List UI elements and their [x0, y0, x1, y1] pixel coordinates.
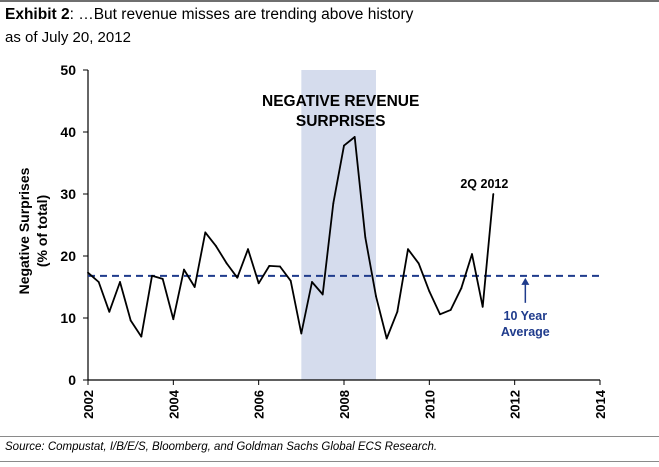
series-point [311, 281, 313, 283]
x-tick-label: 2014 [593, 389, 608, 419]
series-point [193, 286, 196, 288]
x-tick-label: 2002 [81, 390, 96, 419]
series-points [87, 136, 495, 340]
exhibit-title: Exhibit 2: …But revenue misses are trend… [5, 6, 413, 24]
average-annotation: 10 Year Average [501, 277, 550, 339]
series-point [396, 310, 399, 313]
exhibit-title-text: : …But revenue misses are trending above… [69, 6, 414, 23]
series-point [471, 253, 473, 256]
series-point [300, 332, 303, 335]
series-point [289, 279, 292, 282]
axes [83, 69, 601, 385]
series-point [332, 202, 335, 205]
series-point [236, 276, 239, 279]
series-point [140, 335, 143, 338]
y-axis-title-line-1: Negative Surprises [16, 167, 32, 294]
series-point [385, 337, 388, 340]
series-point [460, 287, 463, 290]
series-point [97, 281, 100, 283]
y-tick-label: 30 [60, 186, 76, 202]
series-point [449, 309, 452, 311]
tick-labels: 0 10 20 30 40 50 2002 2004 2006 2008 2010 2012 2014 [60, 62, 608, 419]
source-note: Source: Compustat, I/B/E/S, Bloomberg, a… [5, 441, 438, 453]
series-point [279, 265, 281, 268]
y-tick-label: 0 [68, 372, 76, 388]
x-tick-label: 2008 [337, 390, 352, 419]
series-point [161, 278, 164, 280]
series-point [257, 282, 260, 285]
x-tick-label: 2010 [422, 390, 437, 419]
series-point [87, 271, 89, 274]
shaded-label-line-2: SURPRISES [296, 113, 386, 130]
y-tick-label: 50 [60, 62, 76, 78]
series-point [108, 310, 111, 313]
series-point [225, 262, 228, 265]
series-point [492, 193, 495, 195]
series-point [364, 236, 367, 239]
series-point [129, 319, 132, 322]
x-tick-label: 2006 [252, 390, 267, 419]
average-label-line-2: Average [501, 325, 550, 339]
exhibit-label: Exhibit 2 [5, 6, 70, 23]
y-tick-label: 40 [60, 124, 76, 140]
series-point [321, 293, 324, 296]
exhibit-subtitle: as of July 20, 2012 [5, 29, 131, 46]
series-point [183, 268, 185, 271]
series-point [119, 281, 121, 283]
series-point [481, 305, 484, 308]
y-axis-title-line-2: (% of total) [34, 195, 50, 267]
average-label-line-1: 10 Year [504, 309, 548, 323]
series-line [87, 136, 495, 340]
series-point [172, 318, 175, 321]
x-tick-label: 2004 [166, 389, 181, 419]
latest-point-label: 2Q 2012 [460, 177, 508, 191]
footer-rule-top [0, 436, 659, 437]
series-point [353, 136, 356, 138]
series-point [215, 245, 217, 247]
series-point [204, 231, 207, 234]
series-point [343, 144, 345, 147]
series-point [417, 262, 420, 265]
series-point [407, 248, 409, 251]
top-rule [0, 0, 659, 2]
average-arrow-head [521, 277, 530, 285]
x-tick-label: 2012 [508, 390, 523, 419]
footer-rule-bottom [0, 461, 659, 462]
series-point [247, 248, 249, 251]
series-point [375, 295, 377, 298]
y-tick-label: 20 [60, 248, 76, 264]
shaded-label-line-1: NEGATIVE REVENUE [262, 93, 419, 110]
series-point [151, 274, 153, 277]
series-point [268, 265, 271, 267]
y-tick-label: 10 [60, 310, 76, 326]
series-point [439, 313, 441, 316]
series-point [428, 290, 431, 293]
